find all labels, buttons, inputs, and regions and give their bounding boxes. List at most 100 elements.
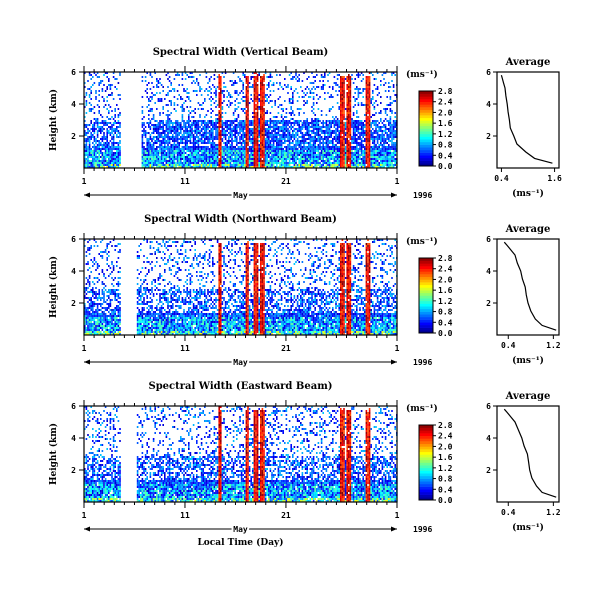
profile-y-tick-label: 6	[486, 402, 491, 411]
colorbar-unit: (ms⁻¹)	[406, 69, 438, 80]
colorbar-tick-label: 2.4	[438, 432, 453, 441]
colorbar-step	[419, 462, 433, 466]
colorbar-step	[419, 430, 433, 434]
plot-frame	[83, 71, 398, 169]
colorbar-step	[419, 470, 433, 474]
colorbar-unit: (ms⁻¹)	[406, 236, 438, 247]
colorbar-step	[419, 446, 433, 450]
plot-frame	[83, 238, 398, 336]
x-tick-label: 1	[82, 344, 87, 353]
panel-1: Spectral Width (Vertical Beam) 2 4 6 Height …	[48, 47, 562, 202]
year-label: 1996	[413, 525, 432, 534]
colorbar-step	[419, 475, 433, 479]
heatmap-cells	[84, 239, 398, 335]
colorbar-step	[419, 133, 433, 137]
average-profile: Average 2 4 6 0.4 1.6(ms⁻¹)	[486, 57, 562, 199]
colorbar: (ms⁻¹) 0.0 0.40.8 1.2 1.6 2.02.4 2.8	[406, 236, 453, 338]
colorbar-step	[419, 157, 433, 161]
year-label: 1996	[413, 191, 432, 200]
y-tick-label: 2	[71, 466, 76, 475]
y-axis-label: Height (km)	[48, 89, 59, 151]
colorbar-step	[419, 104, 433, 108]
colorbar-step	[419, 160, 433, 164]
month-arrow-left	[84, 359, 90, 365]
colorbar-step	[419, 99, 433, 103]
average-profile: Average 2 4 6 0.4 1.2(ms⁻¹)	[486, 224, 561, 366]
profile-title: Average	[505, 224, 551, 235]
plot-frame	[83, 405, 398, 503]
month-span: May	[84, 523, 397, 536]
colorbar-step	[419, 152, 433, 156]
colorbar-step	[419, 96, 433, 100]
x-tick-label: 1	[395, 344, 400, 353]
colorbar: (ms⁻¹) 0.0 0.40.8 1.2 1.6 2.02.4 2.8	[406, 403, 453, 505]
colorbar-step	[419, 459, 433, 463]
colorbar-step	[419, 441, 433, 445]
colorbar-step	[419, 112, 433, 116]
colorbar-step	[419, 465, 433, 469]
colorbar-step	[419, 494, 433, 498]
profile-line	[503, 241, 557, 331]
colorbar-frame	[418, 424, 434, 501]
profile-line	[503, 408, 557, 498]
y-tick-label: 2	[71, 132, 76, 141]
colorbar-step	[419, 258, 433, 261]
colorbar-tick-label: 0.4	[438, 485, 453, 494]
profile-y-tick-label: 2	[486, 132, 491, 141]
colorbar-tick-label: 0.8	[438, 475, 453, 484]
colorbar-step	[419, 324, 433, 328]
colorbar-step	[419, 107, 433, 111]
colorbar-step	[419, 449, 433, 453]
month-arrow-right	[391, 192, 397, 198]
month-label: May	[233, 358, 248, 367]
colorbar-tick-label: 2.4	[438, 98, 453, 107]
profile-y-tick-label: 6	[486, 68, 491, 77]
month-arrow-right	[391, 359, 397, 365]
colorbar-step	[419, 454, 433, 458]
colorbar-step	[419, 147, 433, 151]
colorbar-step	[419, 279, 433, 283]
profile-frame	[496, 71, 560, 169]
colorbar-tick-label: 0.4	[438, 151, 453, 160]
colorbar-tick-label: 2.0	[438, 108, 453, 117]
x-tick-label: 11	[180, 511, 190, 520]
colorbar-step	[419, 276, 433, 280]
colorbar-step	[419, 101, 433, 105]
x-tick-label: 1	[395, 511, 400, 520]
colorbar-tick-label: 0.4	[438, 318, 453, 327]
profile-y-tick-label: 4	[486, 100, 491, 109]
heatmap-cells	[84, 72, 398, 168]
colorbar-step	[419, 478, 433, 482]
colorbar-step	[419, 141, 433, 145]
profile-x-label: (ms⁻¹)	[512, 355, 544, 366]
colorbar-step	[419, 327, 433, 331]
colorbar-step	[419, 433, 433, 437]
colorbar-step	[419, 139, 433, 143]
colorbar-step	[419, 319, 433, 323]
colorbar-tick-label: 1.6	[438, 119, 453, 128]
profile-y-tick-label: 2	[486, 299, 491, 308]
profile-x-label: (ms⁻¹)	[512, 188, 544, 199]
colorbar-step	[419, 303, 433, 307]
colorbar-step	[419, 91, 433, 94]
x-axis-label: Local Time (Day)	[197, 537, 283, 548]
colorbar-step	[419, 290, 433, 294]
colorbar-step	[419, 260, 433, 264]
profile-x-tick-label: 0.4	[494, 174, 509, 183]
x-tick-label: 1	[395, 177, 400, 186]
profile-x-tick-label: 0.4	[501, 341, 516, 350]
colorbar-step	[419, 451, 433, 455]
profile-title: Average	[505, 391, 551, 402]
colorbar-step	[419, 266, 433, 270]
month-label: May	[233, 525, 248, 534]
x-tick-label: 11	[180, 177, 190, 186]
colorbar-step	[419, 123, 433, 127]
month-span: May	[84, 189, 397, 202]
profile-x-label: (ms⁻¹)	[512, 522, 544, 533]
y-tick-label: 6	[71, 235, 76, 244]
colorbar-step	[419, 295, 433, 299]
profile-frame	[496, 238, 560, 336]
x-tick-label: 21	[281, 511, 291, 520]
profile-y-tick-label: 4	[486, 434, 491, 443]
x-axis: 1 11 21 1	[82, 400, 400, 520]
